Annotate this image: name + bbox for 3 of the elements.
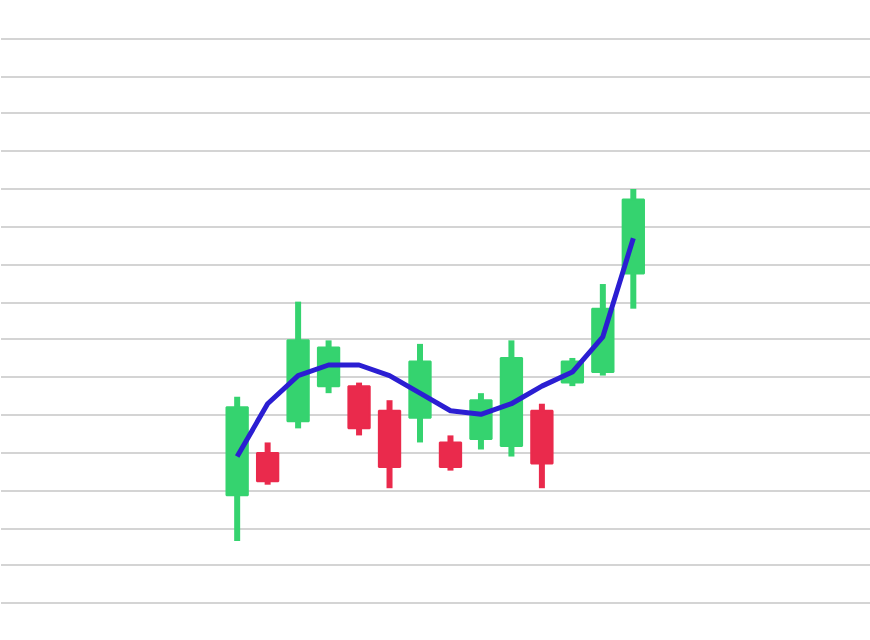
candlestick (347, 382, 371, 436)
candlestick (438, 435, 463, 471)
candlestick (255, 442, 280, 485)
